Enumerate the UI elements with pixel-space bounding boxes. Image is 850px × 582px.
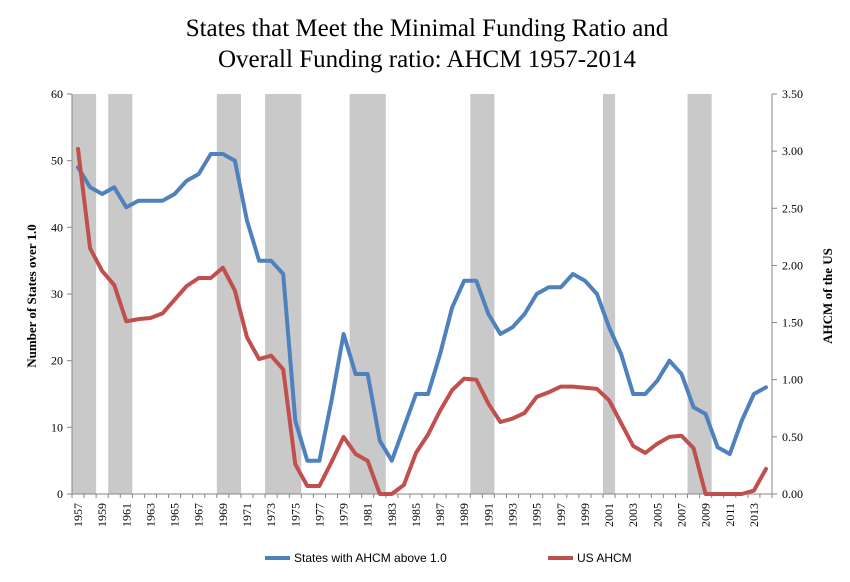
x-tick-label-27: 2011 [723,503,737,527]
x-axis-ticks: 1957 1959 1961 1963 1965 1967 1969 1971 1973 1975… [71,494,773,527]
recession-bands [72,94,712,494]
chart-title-line-1: States that Meet the Minimal Funding Rat… [186,15,669,42]
left-tick-label-1: 10 [51,420,63,434]
x-tick-label-10: 1977 [312,503,326,527]
recession-band-6 [603,94,616,494]
legend-label-states: States with AHCM above 1.0 [294,551,447,565]
x-tick-label-14: 1985 [409,503,423,527]
legend: States with AHCM above 1.0 US AHCM [265,551,632,565]
x-tick-label-11: 1979 [337,503,351,527]
recession-band-7 [687,94,712,494]
x-tick-label-6: 1969 [216,503,230,527]
x-tick-label-23: 2003 [626,503,640,527]
series-line-0 [76,152,768,463]
right-tick-label-5: 2.50 [782,201,803,215]
x-tick-label-21: 1999 [578,503,592,527]
x-tick-label-19: 1995 [530,503,544,527]
right-tick-label-0: 0.00 [782,487,803,501]
left-tick-label-4: 40 [51,220,63,234]
right-tick-label-7: 3.50 [782,87,803,101]
left-tick-label-6: 60 [51,87,63,101]
x-tick-label-1: 1959 [95,503,109,527]
right-tick-label-4: 2.00 [782,258,803,272]
recession-band-0 [72,94,97,494]
x-tick-label-8: 1973 [264,503,278,527]
right-tick-label-3: 1.50 [782,316,803,330]
left-tick-label-3: 30 [51,287,63,301]
series-lines [76,146,768,496]
left-tick-label-5: 50 [51,154,63,168]
x-tick-label-5: 1967 [192,503,206,527]
x-tick-label-22: 2001 [602,503,616,527]
x-tick-label-3: 1963 [143,503,157,527]
left-tick-label-0: 0 [57,487,63,501]
x-tick-label-2: 1961 [119,503,133,527]
x-tick-label-17: 1991 [481,503,495,527]
x-tick-label-24: 2005 [650,503,664,527]
recession-band-4 [349,94,386,494]
series-line-1 [76,146,768,496]
left-axis-label: Number of States over 1.0 [24,224,39,368]
x-tick-label-13: 1983 [385,503,399,527]
x-tick-label-9: 1975 [288,503,302,527]
left-axis-ticks: 0 10 20 30 40 50 60 [51,87,72,501]
x-tick-label-16: 1989 [457,503,471,527]
right-axis-label: AHCM of the US [820,248,835,344]
x-tick-label-0: 1957 [71,503,85,527]
x-tick-label-12: 1981 [361,503,375,527]
x-tick-label-4: 1965 [168,503,182,527]
x-tick-label-25: 2007 [674,503,688,527]
right-axis-ticks: 0.00 0.50 1.00 1.50 2.00 2.50 3.00 3.50 [772,87,803,501]
right-tick-label-1: 0.50 [782,430,803,444]
left-tick-label-2: 20 [51,354,63,368]
right-tick-label-2: 1.00 [782,373,803,387]
x-tick-label-28: 2013 [747,503,761,527]
chart-title-line-2: Overall Funding ratio: AHCM 1957-2014 [218,46,637,73]
legend-label-us-ahcm: US AHCM [577,551,632,565]
x-tick-label-20: 1997 [554,503,568,527]
x-tick-label-26: 2009 [699,503,713,527]
recession-band-1 [108,94,133,494]
x-tick-label-7: 1971 [240,503,254,527]
x-tick-label-15: 1987 [433,503,447,527]
right-tick-label-6: 3.00 [782,144,803,158]
x-tick-label-18: 1993 [506,503,520,527]
